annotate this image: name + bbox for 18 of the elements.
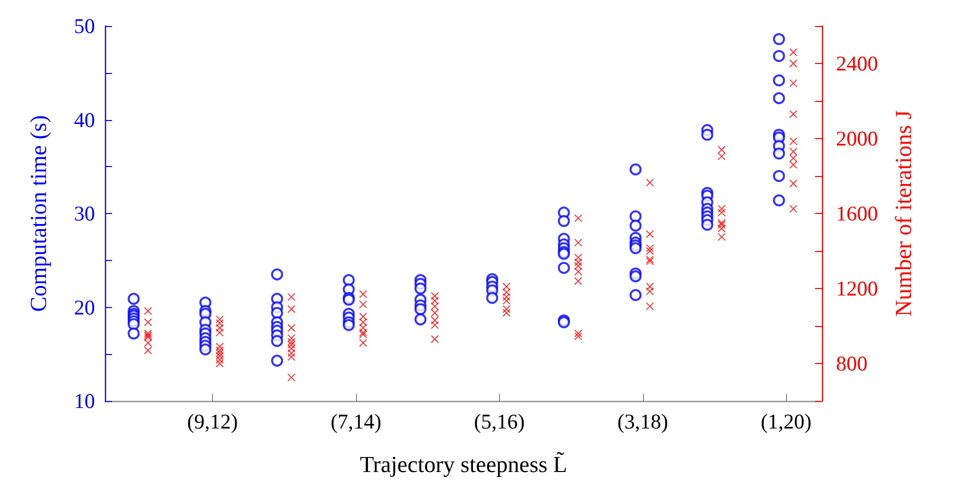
x-axis-title: Trajectory steepness L̃ (360, 451, 568, 477)
y2-tick-label: 800 (836, 352, 868, 376)
x-tick-label: (3,18) (617, 410, 668, 434)
y2-tick-label: 2000 (836, 126, 878, 150)
y-tick-label: 10 (74, 389, 95, 413)
y-axis-title: Computation time (s) (26, 115, 51, 312)
x-tick-label: (1,20) (760, 410, 812, 434)
x-tick-label: (7,14) (330, 410, 382, 434)
x-tick-label: (5,16) (474, 410, 525, 434)
y-tick-label: 30 (74, 202, 95, 226)
y-tick-label: 20 (74, 295, 95, 320)
y2-axis-title: Number of iterations J (891, 110, 916, 317)
y2-tick-label: 1200 (836, 276, 878, 300)
y-tick-label: 50 (74, 14, 95, 38)
x-tick-label: (9,12) (187, 410, 238, 434)
y-tick-label: 40 (74, 108, 95, 132)
y2-tick-label: 1600 (836, 202, 878, 226)
y2-tick-label: 2400 (836, 52, 878, 76)
